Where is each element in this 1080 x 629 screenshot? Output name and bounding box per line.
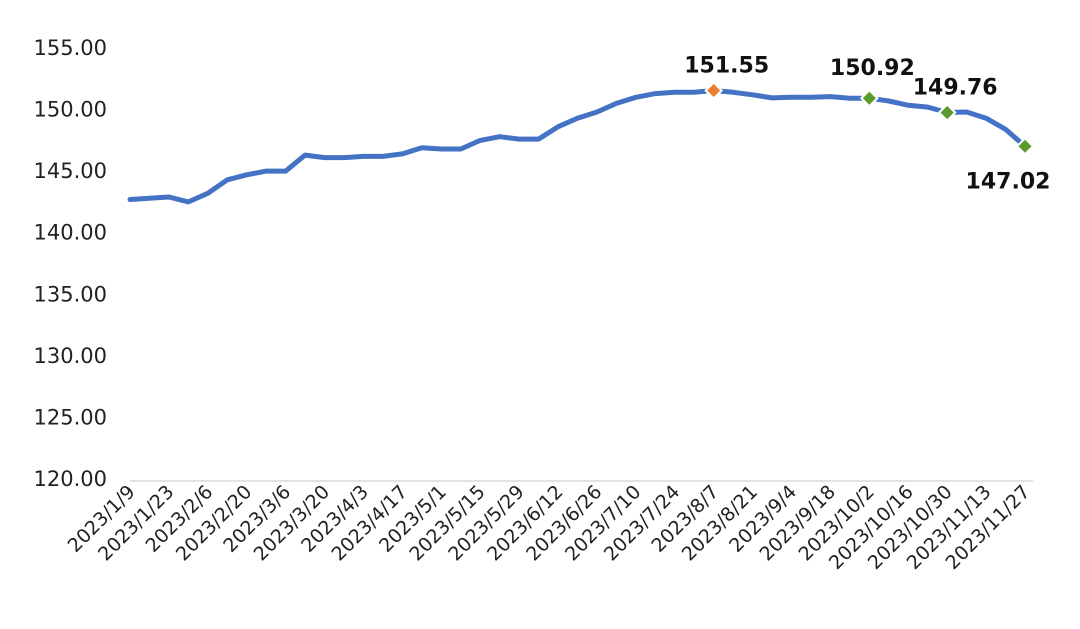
data-label: 149.76 <box>913 76 998 101</box>
y-tick-label: 130.00 <box>34 344 107 368</box>
y-tick-label: 140.00 <box>34 221 107 245</box>
y-tick-label: 155.00 <box>34 36 107 60</box>
annotation-marker <box>859 88 879 108</box>
data-label: 150.92 <box>830 56 915 81</box>
series-line <box>127 88 1028 205</box>
annotation-marker <box>937 103 957 122</box>
y-tick-label: 150.00 <box>34 98 107 122</box>
y-tick-label: 145.00 <box>34 159 107 183</box>
y-axis: 120.00 125.00 130.00 135.00 140.00 145.00 150.… <box>34 36 107 491</box>
data-label: 147.02 <box>966 169 1051 194</box>
y-tick-label: 135.00 <box>34 282 107 306</box>
annotation-marker <box>1015 136 1035 156</box>
annotation-markers <box>704 81 1035 156</box>
x-axis: 2023/1/92023/1/232023/2/62023/2/202023/3… <box>64 481 1035 574</box>
annotation-marker <box>704 81 724 100</box>
y-tick-label: 120.00 <box>34 467 107 491</box>
y-tick-label: 125.00 <box>34 405 107 429</box>
data-label: 151.55 <box>684 53 769 78</box>
